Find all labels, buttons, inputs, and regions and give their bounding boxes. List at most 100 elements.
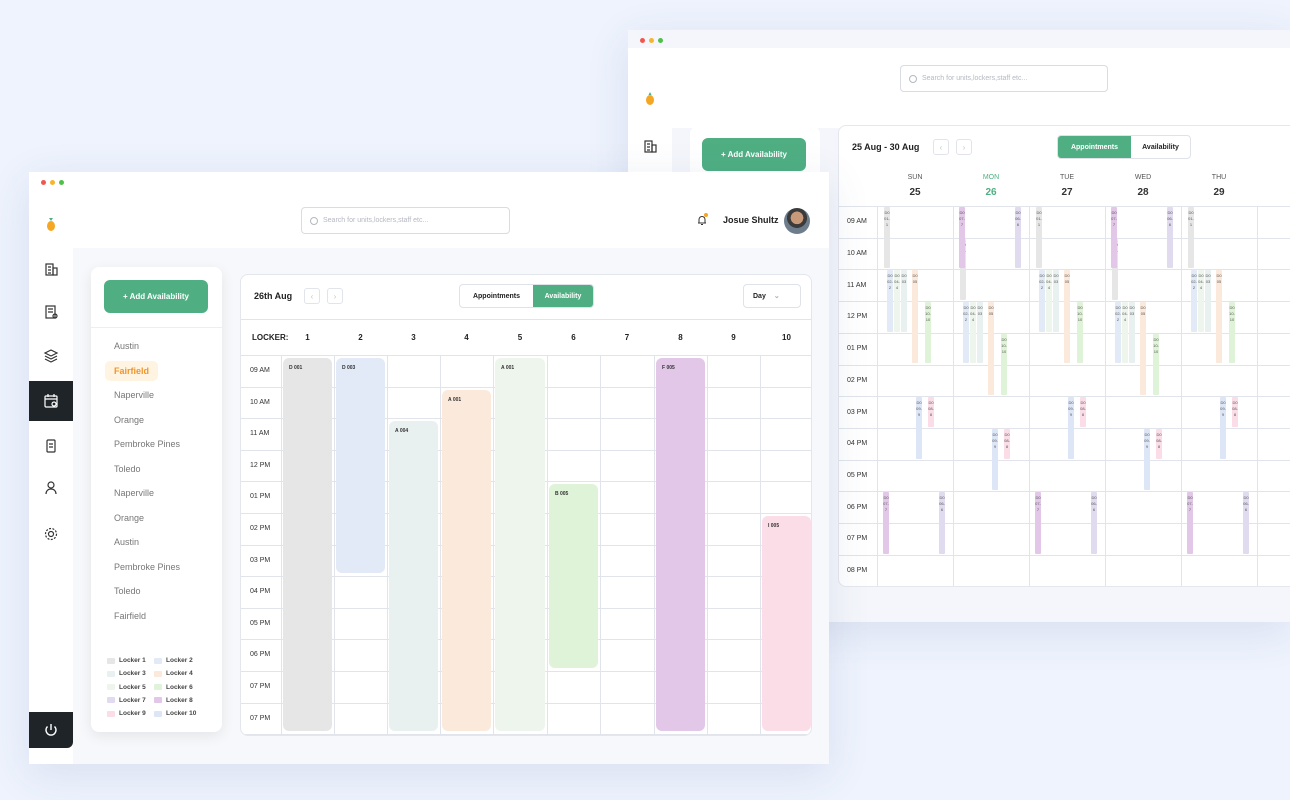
phone-icon[interactable] [29,426,73,466]
gear-icon[interactable] [29,514,73,554]
calendar-icon[interactable] [29,381,73,421]
appointment-bar[interactable]: D002-2 [1191,270,1197,332]
appointment-bar[interactable]: D004-4 [894,270,900,332]
appointment-bar[interactable]: D010-10 [1001,333,1007,396]
availability-block[interactable]: D 003 [336,358,385,574]
appointment-bar[interactable]: D006-6 [939,492,945,554]
user-icon[interactable] [29,468,73,508]
next-week-button[interactable]: › [956,139,972,155]
appointment-bar[interactable]: D009-9 [1144,428,1150,491]
appointment-bar[interactable]: D003 [1129,302,1135,364]
appointment-bar[interactable]: D009-9 [1220,397,1226,459]
appointment-bar[interactable]: D003 [1205,270,1211,332]
tab-availability[interactable]: Availability [1142,143,1179,151]
appointment-bar[interactable]: D009-9 [992,428,998,491]
availability-block[interactable]: A 001 [442,389,491,732]
location-item[interactable]: Austin [114,537,140,547]
appointment-bar[interactable]: D004-4 [1046,270,1052,332]
availability-block[interactable]: A 001 [495,358,545,732]
sidebar [29,192,73,748]
prev-week-button[interactable]: ‹ [933,139,949,155]
search-input[interactable]: Search for units,lockers,staff etc... [301,207,510,234]
building-icon[interactable] [29,249,73,289]
top-bar: Search for units,lockers,staff etc... [672,48,1290,128]
location-item[interactable]: Fairfield [114,610,147,621]
location-item[interactable]: Pembroke Pines [114,561,181,572]
location-item[interactable]: Naperville [114,390,155,400]
prev-day-button[interactable]: ‹ [304,288,320,304]
appointment-bar[interactable]: D010-10 [925,302,931,364]
notification-bell-icon[interactable] [696,213,708,225]
search-input[interactable]: Search for units,lockers,staff etc... [900,65,1108,92]
appointment-bar[interactable]: D010-10 [1153,333,1159,396]
appointment-bar[interactable]: D001-1 [1036,207,1042,269]
appointment-bar[interactable]: D002-2 [1039,270,1045,332]
appointment-bar[interactable]: D008-8 [1080,397,1086,427]
appointment-bar[interactable]: D002-2 [887,270,893,332]
appointment-bar[interactable]: D002-2 [1115,302,1121,364]
appointment-bar[interactable]: D003 [1053,270,1059,332]
availability-block[interactable]: I 005 [762,516,811,732]
avatar[interactable] [784,208,810,234]
power-icon[interactable] [29,712,73,748]
appointment-bar[interactable]: D003 [901,270,907,332]
appointment-bar[interactable]: D004-4 [970,302,976,364]
view-select[interactable]: Day ⌄ [743,284,801,308]
location-item[interactable]: Fairfield [105,360,159,381]
appointment-bar[interactable]: D005 [988,302,994,396]
appointment-bar[interactable]: D005 [1216,270,1222,364]
time-slot-label: 01 PM [847,345,868,353]
appointment-bar[interactable]: D006-6 [1015,207,1021,269]
appointment-bar[interactable]: D010-10 [1077,302,1083,364]
appointment-bar[interactable]: D005 [912,270,918,364]
appointment-bar[interactable]: D006-6 [1091,492,1097,554]
appointment-bar[interactable]: D007-7 [1111,207,1117,269]
appointment-bar[interactable]: D007-7 [883,492,889,554]
appointment-bar[interactable]: D009-9 [1068,397,1074,459]
appointment-bar[interactable]: D007-7 [1035,492,1041,554]
appointment-bar[interactable]: D001-1 [884,207,890,269]
time-slot-label: 04 PM [250,588,271,596]
location-item[interactable]: Toledo [114,463,141,474]
tab-availability[interactable]: Availability [533,285,593,307]
appointment-bar[interactable]: D005 [1064,270,1070,364]
time-slot-label: 10 AM [250,398,270,406]
appointment-bar[interactable]: D004-4 [1198,270,1204,332]
location-item[interactable]: Toledo [114,586,141,596]
location-item[interactable]: Pembroke Pines [114,439,181,449]
appointment-bar[interactable]: D008-8 [1156,428,1162,459]
grid-column-line [281,355,282,735]
daily-calendar-window: Search for units,lockers,staff etc... Jo… [29,172,829,764]
appointment-bar[interactable]: D008-8 [1232,397,1238,427]
appointment-bar[interactable]: D008-8 [1004,428,1010,459]
location-item[interactable]: Orange [114,414,145,425]
appointment-bar[interactable]: D010-10 [1229,302,1235,364]
availability-block[interactable]: F 005 [656,358,705,732]
add-availability-button[interactable]: + Add Availability [104,280,208,313]
appointment-bar[interactable]: D008-8 [928,397,934,427]
document-icon[interactable] [29,292,73,332]
location-item[interactable]: Naperville [114,488,155,498]
appointment-bar[interactable]: D007-7 [959,207,965,269]
appointment-bar[interactable]: D006-6 [1167,207,1173,269]
tab-appointments[interactable]: Appointments [472,292,521,300]
layers-icon[interactable] [29,336,73,376]
next-day-button[interactable]: › [327,288,343,304]
availability-block[interactable]: D 001 [283,358,332,732]
appointment-bar[interactable]: D004-4 [1122,302,1128,364]
appointment-bar[interactable]: D009-9 [916,397,922,459]
appointment-bar[interactable]: D001-1 [1188,207,1194,269]
availability-block[interactable]: B 005 [549,484,598,668]
location-item[interactable]: Austin [114,341,140,351]
appointment-bar[interactable]: D002-2 [963,302,969,364]
appointment-bar[interactable]: D006-6 [1243,492,1249,554]
availability-block[interactable]: A 004 [389,421,438,732]
legend-item: Locker 10 [154,710,196,717]
location-item[interactable]: Orange [114,512,145,523]
add-availability-button[interactable]: + Add Availability [702,138,806,171]
building-icon[interactable] [628,126,672,166]
appointment-bar[interactable]: D007-7 [1187,492,1193,554]
appointment-bar[interactable]: D005 [1140,302,1146,396]
tab-appointments[interactable]: Appointments [1058,136,1131,158]
appointment-bar[interactable]: D003 [977,302,983,364]
